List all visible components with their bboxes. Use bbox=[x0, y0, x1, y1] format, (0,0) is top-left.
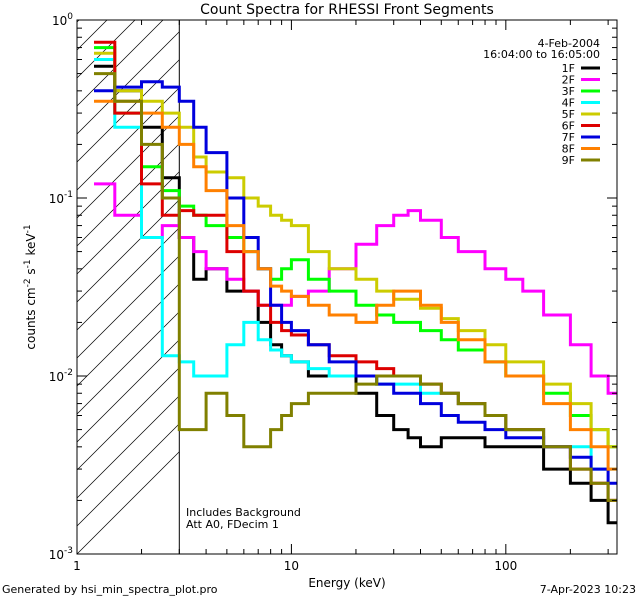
hatch-line bbox=[77, 199, 180, 303]
legend-label-8F: 8F bbox=[562, 143, 575, 156]
footer-timestamp: 7-Apr-2023 10:23 bbox=[539, 583, 636, 596]
legend-date: 4-Feb-2004 bbox=[538, 37, 600, 50]
hatch-line bbox=[77, 59, 180, 163]
footer-generated-by: Generated by hsi_min_spectra_plot.pro bbox=[2, 583, 218, 596]
hatch-line bbox=[77, 20, 80, 23]
plot-frame bbox=[76, 19, 618, 555]
annotation-attenuator: Att A0, FDecim 1 bbox=[186, 518, 279, 531]
hatch-line bbox=[77, 115, 180, 219]
x-tick-label: 100 bbox=[494, 559, 517, 573]
hatch-line bbox=[77, 451, 180, 554]
hatch-line bbox=[77, 367, 180, 471]
y-tick-label: 10-2 bbox=[49, 368, 73, 384]
y-tick-label: 10-3 bbox=[49, 546, 73, 562]
legend-label-1F: 1F bbox=[562, 62, 575, 75]
hatch-line bbox=[77, 311, 180, 415]
hatch-line bbox=[77, 20, 164, 107]
legend-label-2F: 2F bbox=[562, 74, 575, 87]
hatch-region bbox=[77, 20, 180, 554]
series-line-5F bbox=[94, 51, 617, 449]
hatch-line bbox=[77, 395, 180, 499]
hatch-line bbox=[77, 227, 180, 331]
legend-label-9F: 9F bbox=[562, 154, 575, 167]
hatch-line bbox=[77, 31, 180, 135]
legend-label-4F: 4F bbox=[562, 97, 575, 110]
legend-label-5F: 5F bbox=[562, 108, 575, 121]
hatch-line bbox=[77, 283, 180, 387]
y-axis-label: counts cm-2 s-1 keV-1 bbox=[23, 224, 38, 349]
series-line-2F bbox=[94, 182, 617, 395]
legend-label-3F: 3F bbox=[562, 85, 575, 98]
series-lines bbox=[94, 40, 617, 525]
axes: 1 10 100 10-3 10-2 10-1 100 bbox=[49, 12, 617, 573]
x-tick-label: 1 bbox=[73, 559, 81, 573]
hatch-line bbox=[77, 143, 180, 247]
series-line-8F bbox=[94, 99, 617, 471]
hatch-line bbox=[77, 20, 108, 51]
y-tick-label: 10-1 bbox=[49, 190, 73, 206]
annotation-background: Includes Background bbox=[186, 506, 301, 519]
x-axis-label: Energy (keV) bbox=[308, 576, 385, 590]
hatch-line bbox=[77, 20, 136, 79]
legend-time-range: 16:04:00 to 16:05:00 bbox=[483, 48, 600, 61]
y-tick-label: 100 bbox=[52, 12, 73, 28]
legend-label-7F: 7F bbox=[562, 131, 575, 144]
hatch-line bbox=[77, 87, 180, 191]
hatch-line bbox=[77, 171, 180, 275]
hatch-line bbox=[77, 423, 180, 527]
chart-title: Count Spectra for RHESSI Front Segments bbox=[200, 2, 494, 18]
x-tick-label: 10 bbox=[284, 559, 299, 573]
hatch-line bbox=[77, 255, 180, 359]
series-line-9F bbox=[94, 72, 617, 502]
legend-label-6F: 6F bbox=[562, 120, 575, 133]
series-line-7F bbox=[94, 80, 617, 485]
